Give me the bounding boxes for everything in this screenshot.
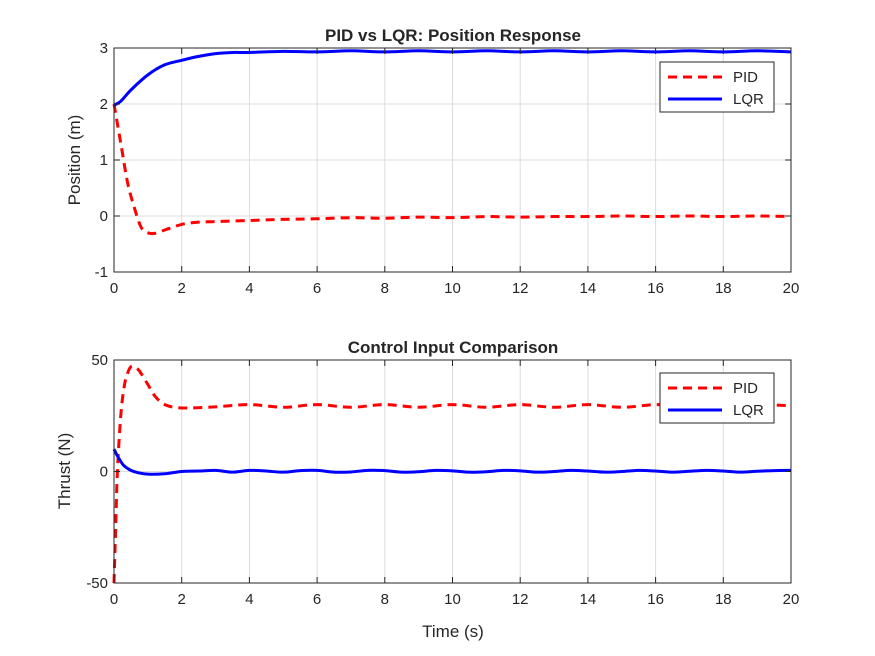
- position-legend-box: [659, 61, 775, 113]
- position-legend-pid-label: PID: [733, 69, 758, 86]
- thrust-xtick-label: 14: [580, 591, 597, 608]
- thrust-series-pid-line: [112, 364, 792, 584]
- position-ytick-label: -1: [95, 264, 108, 281]
- position-xtick-label: 18: [715, 280, 732, 297]
- thrust-ytick-label: -50: [86, 575, 108, 592]
- position-xtick-label: 16: [647, 280, 664, 297]
- position-chart: PID vs LQR: Position Response 0 2 4 6 8 10 12 1…: [65, 26, 799, 297]
- thrust-series-lqr-line: [112, 448, 792, 476]
- position-ytick-label: 1: [100, 152, 108, 169]
- position-xtick-label: 0: [110, 280, 118, 297]
- thrust-xtick-label: 10: [444, 591, 461, 608]
- position-chart-series: [112, 49, 792, 236]
- position-xtick-label: 4: [245, 280, 253, 297]
- position-chart-legend: PID LQR: [659, 61, 775, 113]
- thrust-chart-series: [112, 364, 792, 584]
- thrust-xtick-label: 8: [381, 591, 389, 608]
- position-xtick-label: 14: [580, 280, 597, 297]
- position-legend-lqr-label: LQR: [733, 91, 764, 108]
- thrust-chart-legend: PID LQR: [659, 372, 775, 424]
- thrust-ytick-label: 0: [100, 464, 108, 481]
- position-xtick-label: 6: [313, 280, 321, 297]
- thrust-xtick-label: 6: [313, 591, 321, 608]
- thrust-xtick-label: 20: [783, 591, 800, 608]
- position-ytick-label: 0: [100, 208, 108, 225]
- thrust-xtick-label: 18: [715, 591, 732, 608]
- position-ytick-label: 2: [100, 96, 108, 113]
- position-chart-title: PID vs LQR: Position Response: [325, 26, 581, 45]
- thrust-xtick-label: 12: [512, 591, 529, 608]
- thrust-chart-ylabel: Thrust (N): [55, 433, 74, 510]
- thrust-xtick-label: 2: [178, 591, 186, 608]
- thrust-xtick-label: 4: [245, 591, 253, 608]
- thrust-legend-pid-label: PID: [733, 380, 758, 397]
- position-series-lqr-line: [113, 49, 792, 107]
- thrust-xtick-label: 0: [110, 591, 118, 608]
- position-xtick-label: 20: [783, 280, 800, 297]
- thrust-chart-xlabel: Time (s): [422, 622, 484, 641]
- thrust-xtick-label: 16: [647, 591, 664, 608]
- thrust-chart: Control Input Comparison 0 2 4 6 8 10 12 14 16 18…: [55, 338, 799, 641]
- thrust-legend-box: [659, 372, 775, 424]
- thrust-chart-title: Control Input Comparison: [348, 338, 559, 357]
- position-series-pid-line: [112, 103, 792, 236]
- position-xtick-label: 8: [381, 280, 389, 297]
- position-ytick-label: 3: [100, 40, 108, 57]
- thrust-ytick-label: 50: [91, 352, 108, 369]
- position-xtick-label: 10: [444, 280, 461, 297]
- position-xtick-label: 2: [178, 280, 186, 297]
- position-chart-ylabel: Position (m): [65, 115, 84, 206]
- position-xtick-label: 12: [512, 280, 529, 297]
- thrust-legend-lqr-label: LQR: [733, 402, 764, 419]
